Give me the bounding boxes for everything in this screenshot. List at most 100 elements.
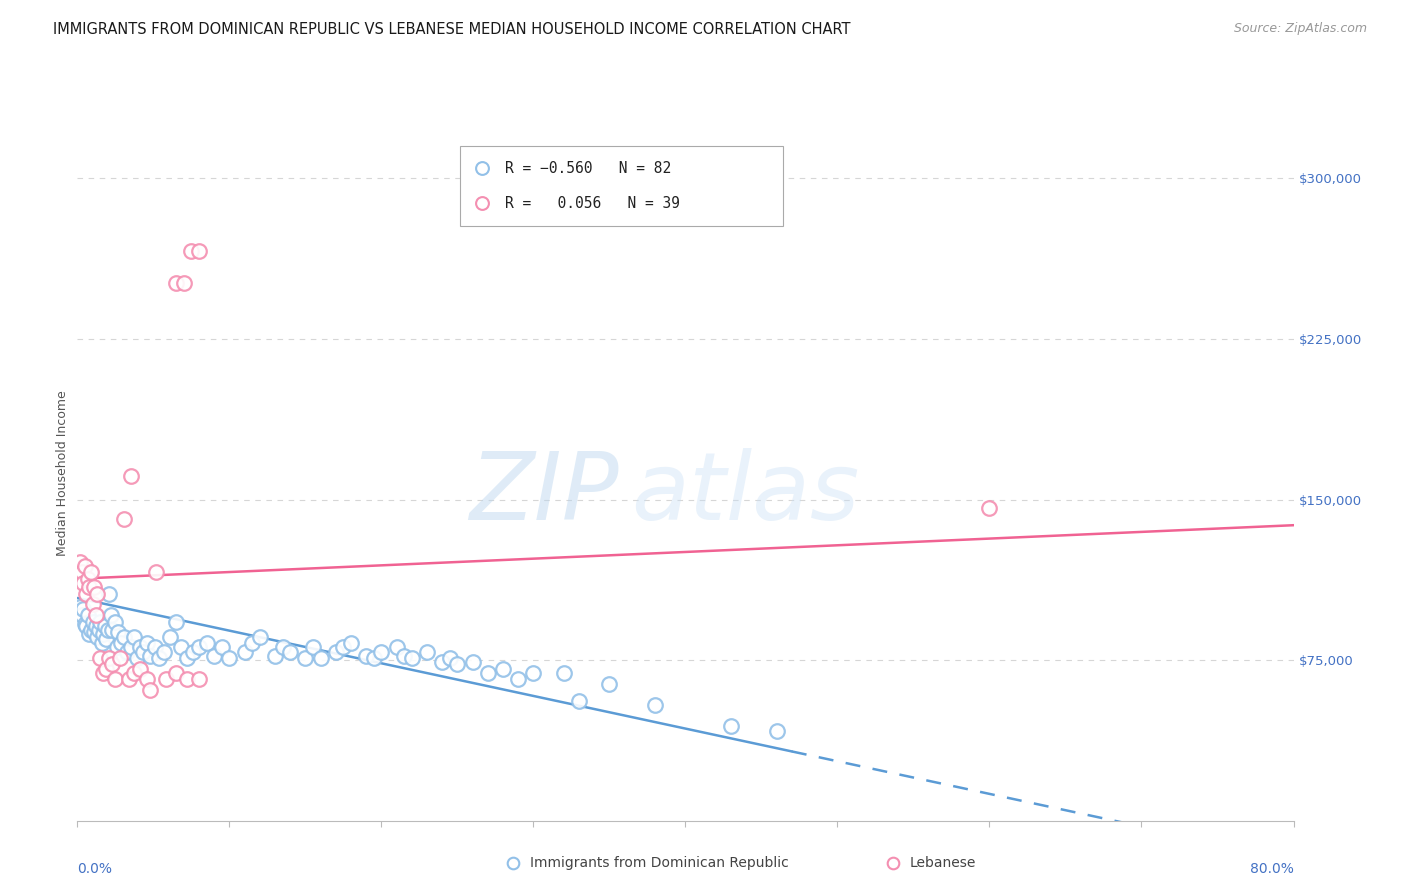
- Point: [401, 651, 423, 665]
- Point: [86, 587, 108, 601]
- Point: [104, 673, 127, 687]
- Point: [131, 644, 153, 658]
- Text: Lebanese: Lebanese: [910, 856, 976, 871]
- Point: [82, 615, 104, 629]
- Point: [104, 615, 127, 629]
- Text: 0.0%: 0.0%: [77, 863, 112, 876]
- Text: R = −0.560   N = 82: R = −0.560 N = 82: [505, 161, 672, 176]
- FancyBboxPatch shape: [460, 145, 783, 226]
- Point: [173, 277, 195, 291]
- Point: [522, 665, 544, 680]
- Point: [120, 469, 142, 483]
- Point: [101, 623, 124, 637]
- Point: [84, 619, 107, 633]
- Point: [572, 814, 595, 828]
- Point: [188, 640, 211, 655]
- Point: [89, 615, 111, 629]
- Point: [96, 662, 118, 676]
- Point: [302, 640, 325, 655]
- Point: [82, 598, 104, 612]
- Point: [188, 244, 211, 259]
- Point: [118, 673, 141, 687]
- Point: [97, 623, 120, 637]
- Point: [86, 630, 108, 644]
- Point: [128, 662, 150, 676]
- Point: [439, 651, 461, 665]
- Point: [122, 665, 145, 680]
- Point: [271, 640, 294, 655]
- Point: [90, 636, 112, 650]
- Point: [572, 814, 595, 828]
- Point: [882, 856, 904, 871]
- Point: [91, 627, 114, 641]
- Point: [979, 501, 1001, 516]
- Point: [114, 512, 136, 526]
- Point: [77, 572, 100, 586]
- Point: [340, 636, 363, 650]
- Point: [77, 608, 100, 623]
- Point: [96, 632, 118, 646]
- Point: [354, 648, 377, 663]
- Point: [211, 640, 233, 655]
- Point: [176, 651, 198, 665]
- Point: [136, 673, 159, 687]
- Point: [91, 665, 114, 680]
- Point: [100, 608, 122, 623]
- Point: [233, 644, 256, 658]
- Point: [73, 558, 96, 573]
- Point: [165, 615, 187, 629]
- Point: [83, 580, 105, 594]
- Text: ZIP: ZIP: [470, 448, 619, 539]
- Point: [75, 587, 97, 601]
- Point: [430, 655, 453, 669]
- Point: [70, 566, 93, 580]
- Point: [461, 655, 484, 669]
- Point: [325, 644, 347, 658]
- Point: [110, 636, 132, 650]
- Point: [120, 640, 142, 655]
- Point: [80, 623, 103, 637]
- Text: R =   0.056   N = 39: R = 0.056 N = 39: [505, 196, 681, 211]
- Point: [188, 673, 211, 687]
- Point: [80, 566, 103, 580]
- Point: [202, 648, 225, 663]
- Point: [278, 644, 301, 658]
- Text: atlas: atlas: [631, 448, 859, 539]
- Point: [98, 587, 121, 601]
- Point: [75, 619, 97, 633]
- Point: [553, 665, 575, 680]
- Point: [107, 625, 129, 640]
- Point: [765, 723, 787, 738]
- Point: [644, 698, 666, 712]
- Point: [122, 630, 145, 644]
- Point: [101, 657, 124, 672]
- Point: [72, 576, 94, 591]
- Point: [98, 651, 121, 665]
- Point: [83, 625, 105, 640]
- Point: [180, 244, 202, 259]
- Point: [568, 694, 591, 708]
- Point: [309, 651, 332, 665]
- Point: [93, 619, 115, 633]
- Point: [87, 623, 110, 637]
- Point: [125, 651, 148, 665]
- Text: Immigrants from Dominican Republic: Immigrants from Dominican Republic: [530, 856, 789, 871]
- Point: [73, 616, 96, 631]
- Point: [240, 636, 263, 650]
- Point: [139, 648, 162, 663]
- Point: [79, 580, 101, 594]
- Point: [416, 644, 439, 658]
- Point: [332, 640, 354, 655]
- Point: [114, 630, 136, 644]
- Point: [477, 665, 499, 680]
- Point: [170, 640, 193, 655]
- Point: [155, 673, 177, 687]
- Point: [165, 665, 187, 680]
- Point: [294, 651, 316, 665]
- Point: [128, 640, 150, 655]
- Point: [446, 657, 468, 672]
- Point: [370, 644, 392, 658]
- Point: [508, 673, 530, 687]
- Point: [148, 651, 170, 665]
- Point: [159, 630, 181, 644]
